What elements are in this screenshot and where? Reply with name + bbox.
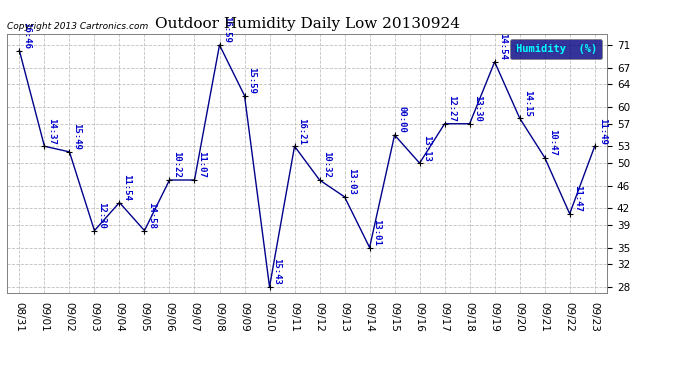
- Text: 14:58: 14:58: [148, 202, 157, 229]
- Text: 15:59: 15:59: [248, 67, 257, 94]
- Text: 13:03: 13:03: [348, 168, 357, 195]
- Text: 00:00: 00:00: [397, 106, 406, 134]
- Text: 11:54: 11:54: [122, 174, 132, 201]
- Text: 13:13: 13:13: [422, 135, 432, 161]
- Text: 10:22: 10:22: [172, 152, 181, 178]
- Title: Outdoor Humidity Daily Low 20130924: Outdoor Humidity Daily Low 20130924: [155, 17, 460, 31]
- Text: Copyright 2013 Cartronics.com: Copyright 2013 Cartronics.com: [7, 22, 148, 31]
- Text: 14:54: 14:54: [497, 33, 506, 60]
- Text: 12:27: 12:27: [448, 95, 457, 122]
- Text: 15:43: 15:43: [273, 258, 282, 285]
- Text: 16:21: 16:21: [297, 118, 306, 145]
- Text: 10:32: 10:32: [322, 152, 332, 178]
- Text: 14:15: 14:15: [522, 90, 532, 116]
- Text: 16:46: 16:46: [22, 22, 32, 49]
- Text: 12:30: 12:30: [97, 202, 106, 229]
- Text: 14:37: 14:37: [48, 118, 57, 145]
- Legend: Humidity  (%): Humidity (%): [511, 39, 602, 59]
- Text: 10:47: 10:47: [548, 129, 557, 156]
- Text: 13:30: 13:30: [473, 95, 482, 122]
- Text: 11:07: 11:07: [197, 152, 206, 178]
- Text: 15:49: 15:49: [72, 123, 81, 150]
- Text: 11:49: 11:49: [598, 118, 607, 145]
- Text: 16:59: 16:59: [222, 16, 232, 44]
- Text: 13:01: 13:01: [373, 219, 382, 246]
- Text: 11:47: 11:47: [573, 185, 582, 212]
